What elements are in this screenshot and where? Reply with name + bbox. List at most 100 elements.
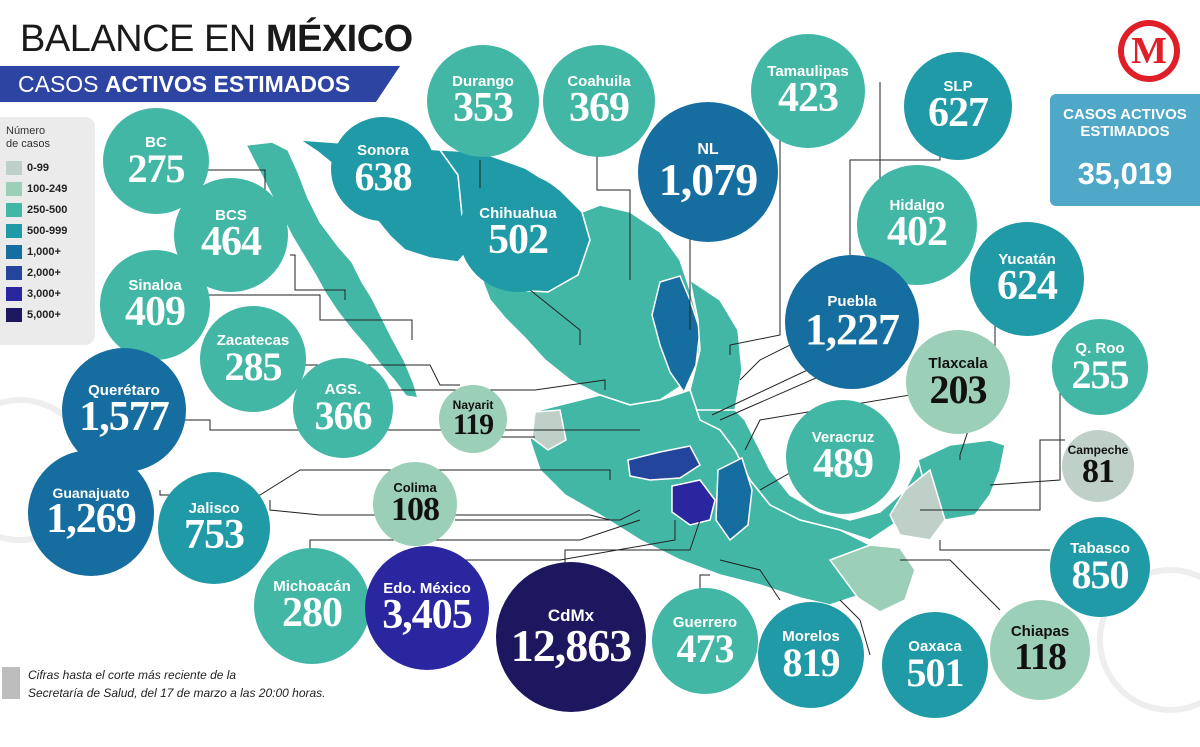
bubble-puebla: Puebla 1,227 — [785, 255, 919, 389]
total-title-line1: CASOS ACTIVOS — [1063, 106, 1187, 123]
legend-swatch — [6, 287, 22, 301]
bubble-state-value: 501 — [906, 649, 965, 695]
map-puebla — [715, 456, 753, 542]
bubble-ags: AGS. 366 — [293, 358, 393, 458]
bubble-sonora: Sonora 638 — [331, 117, 435, 221]
virus-decoration-right — [1097, 567, 1200, 713]
bubble-state-value: 473 — [676, 625, 735, 671]
bubble-state-value: 119 — [452, 407, 494, 441]
bubble-state-name: Sinaloa — [128, 276, 182, 294]
legend-label: 250-500 — [27, 204, 68, 216]
bubble-state-name: Puebla — [827, 292, 877, 310]
bubble-slp: SLP 627 — [904, 52, 1012, 160]
legend-swatch — [6, 266, 22, 280]
bubble-state-value: 275 — [127, 145, 186, 191]
bubble-state-name: Durango — [452, 72, 514, 90]
legend-item: 3,000+ — [6, 285, 61, 303]
bubble-state-name: Guanajuato — [52, 485, 130, 502]
subtitle-banner — [0, 66, 400, 102]
bubble-state-name: Querétaro — [88, 381, 160, 399]
bubble-morelos: Morelos 819 — [758, 602, 864, 708]
bubble-state-value: 489 — [813, 440, 874, 487]
bubble-state-name: Q. Roo — [1075, 339, 1125, 357]
milenio-logo: M — [1118, 20, 1180, 82]
page-title: BALANCE EN MÉXICO — [20, 18, 413, 61]
bubble-state-value: 280 — [282, 589, 343, 636]
bubble-state-value: 81 — [1082, 452, 1115, 490]
bubble-state-name: BC — [145, 133, 167, 151]
legend-item: 100-249 — [6, 180, 67, 198]
bubble-state-name: Hidalgo — [889, 196, 945, 214]
bubble-state-name: Sonora — [357, 141, 409, 159]
bubble-state-name: AGS. — [324, 380, 362, 398]
bubble-state-name: Tamaulipas — [767, 62, 849, 80]
bubble-state-value: 638 — [354, 153, 413, 199]
map-chiapas — [828, 544, 916, 613]
bubble-state-value: 850 — [1071, 551, 1130, 597]
bubble-state-name: Tlaxcala — [928, 354, 988, 372]
legend: Número de casos 0-99 100-249 250-500 500… — [0, 117, 95, 345]
legend-item: 5,000+ — [6, 306, 61, 324]
legend-title: Número de casos — [6, 125, 50, 151]
legend-item: 1,000+ — [6, 243, 61, 261]
total-cases-box: CASOS ACTIVOS ESTIMADOS 35,019 — [1050, 94, 1200, 206]
bubble-state-name: Morelos — [782, 627, 840, 645]
bubble-state-name: Edo. México — [383, 579, 471, 597]
legend-label: 5,000+ — [27, 309, 61, 321]
bubble-state-value: 285 — [224, 343, 283, 389]
bubble-state-name: NL — [697, 141, 719, 159]
total-title-line2: ESTIMADOS — [1080, 123, 1170, 140]
legend-swatch — [6, 182, 22, 196]
bubble-colima: Colima 108 — [373, 462, 457, 546]
bubble-bcs: BCS 464 — [174, 178, 288, 292]
legend-swatch — [6, 308, 22, 322]
bubble-chiapas: Chiapas 118 — [990, 600, 1090, 700]
bubble-state-name: Zacatecas — [216, 331, 290, 349]
bubble-oaxaca: Oaxaca 501 — [882, 612, 988, 718]
map-baja-california — [244, 141, 420, 399]
subtitle-bold: ACTIVOS ESTIMADOS — [104, 71, 351, 97]
map-guanajuato — [627, 445, 701, 481]
bubble-michoacan: Michoacán 280 — [254, 548, 370, 664]
bubble-nl: NL 1,079 — [638, 102, 778, 242]
bubble-state-value: 627 — [928, 89, 989, 136]
bubble-state-value: 255 — [1071, 351, 1130, 397]
bubble-state-value: 3,405 — [382, 591, 472, 638]
bubble-state-value: 502 — [488, 216, 549, 263]
bubble-guerrero: Guerrero 473 — [652, 588, 758, 694]
bubble-q-roo: Q. Roo 255 — [1052, 319, 1148, 415]
legend-swatch — [6, 245, 22, 259]
bubble-state-value: 108 — [391, 491, 440, 529]
bubble-tabasco: Tabasco 850 — [1050, 517, 1150, 617]
bubble-queretaro: Querétaro 1,577 — [62, 348, 186, 472]
map-campeche — [889, 468, 946, 541]
bubble-tlaxcala: Tlaxcala 203 — [906, 330, 1010, 434]
bubble-coahuila: Coahuila 369 — [543, 45, 655, 157]
bubble-state-name: Chihuahua — [479, 204, 557, 222]
logo-letter: M — [1124, 26, 1174, 76]
legend-label: 2,000+ — [27, 267, 61, 279]
bubble-state-name: Oaxaca — [908, 637, 962, 655]
bubble-edo-mexico: Edo. México 3,405 — [365, 546, 489, 670]
bubble-state-value: 402 — [887, 208, 948, 255]
bubble-nayarit: Nayarit 119 — [439, 385, 507, 453]
bubble-state-name: Nayarit — [452, 397, 494, 412]
bubble-state-value: 423 — [778, 74, 839, 121]
map-north-central — [469, 204, 701, 406]
legend-swatch — [6, 161, 22, 175]
legend-item: 0-99 — [6, 159, 49, 177]
bubble-zacatecas: Zacatecas 285 — [200, 306, 306, 412]
bubble-state-name: Colima — [393, 480, 437, 496]
bubble-state-value: 369 — [569, 84, 630, 131]
bubble-cdmx: CdMx 12,863 — [496, 562, 646, 712]
legend-swatch — [6, 224, 22, 238]
total-cases-value: 35,019 — [1077, 156, 1173, 191]
legend-item: 500-999 — [6, 222, 67, 240]
bubble-campeche: Campeche 81 — [1062, 430, 1134, 502]
bubble-state-name: Michoacán — [273, 577, 351, 595]
title-regular: BALANCE EN — [20, 18, 266, 60]
legend-item: 2,000+ — [6, 264, 61, 282]
total-cases-title: CASOS ACTIVOS ESTIMADOS — [1050, 106, 1200, 140]
footnote: Cifras hasta el corte más reciente de la… — [28, 666, 326, 702]
